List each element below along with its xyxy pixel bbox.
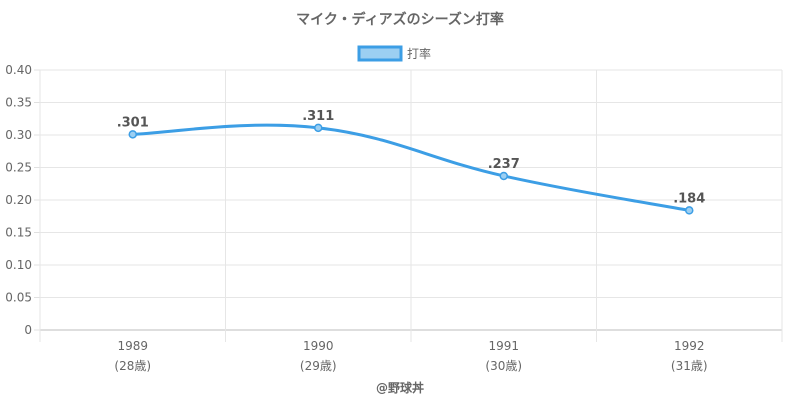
- y-tick-label: 0.15: [5, 226, 32, 240]
- x-tick-sublabel: (30歳): [485, 359, 522, 373]
- data-label: .184: [673, 191, 705, 206]
- y-tick-label: 0.05: [5, 291, 32, 305]
- y-axis: 0 0.05 0.10 0.15 0.20 0.25 0.30 0.35 0.40: [5, 63, 32, 337]
- x-tick-sublabel: (31歳): [671, 359, 708, 373]
- x-tick-label: 1990: [303, 339, 334, 353]
- gridlines: [34, 69, 783, 342]
- series-line-group: .301 .311 .237 .184: [117, 109, 705, 215]
- y-tick-label: 0.40: [5, 63, 32, 77]
- data-point[interactable]: [499, 171, 508, 181]
- y-tick-label: 0.30: [5, 128, 32, 142]
- x-tick-label: 1989: [117, 339, 148, 353]
- data-point[interactable]: [314, 123, 323, 133]
- y-tick-label: 0.20: [5, 193, 32, 207]
- data-point[interactable]: [685, 206, 694, 215]
- data-label: .311: [302, 109, 334, 124]
- data-label: .301: [117, 115, 149, 130]
- credit-label: @野球丼: [376, 380, 424, 395]
- data-point[interactable]: [128, 130, 137, 139]
- series-line: [132, 123, 690, 212]
- chart-title: マイク・ディアズのシーズン打率: [296, 11, 504, 28]
- x-tick-label: 1991: [488, 339, 519, 353]
- y-tick-label: 0.25: [5, 161, 32, 175]
- x-tick-label: 1992: [674, 339, 705, 353]
- legend[interactable]: 打率: [357, 45, 431, 62]
- data-label: .237: [488, 157, 520, 172]
- y-tick-label: 0: [24, 323, 32, 337]
- x-tick-sublabel: (29歳): [300, 359, 337, 373]
- x-axis: 1989 (28歳) 1990 (29歳) 1991 (30歳) 1992 (31歳): [114, 339, 707, 373]
- x-tick-sublabel: (28歳): [114, 359, 151, 373]
- y-tick-label: 0.10: [5, 258, 32, 272]
- legend-label: 打率: [407, 46, 431, 61]
- legend-swatch: [357, 45, 403, 62]
- y-tick-label: 0.35: [5, 96, 32, 110]
